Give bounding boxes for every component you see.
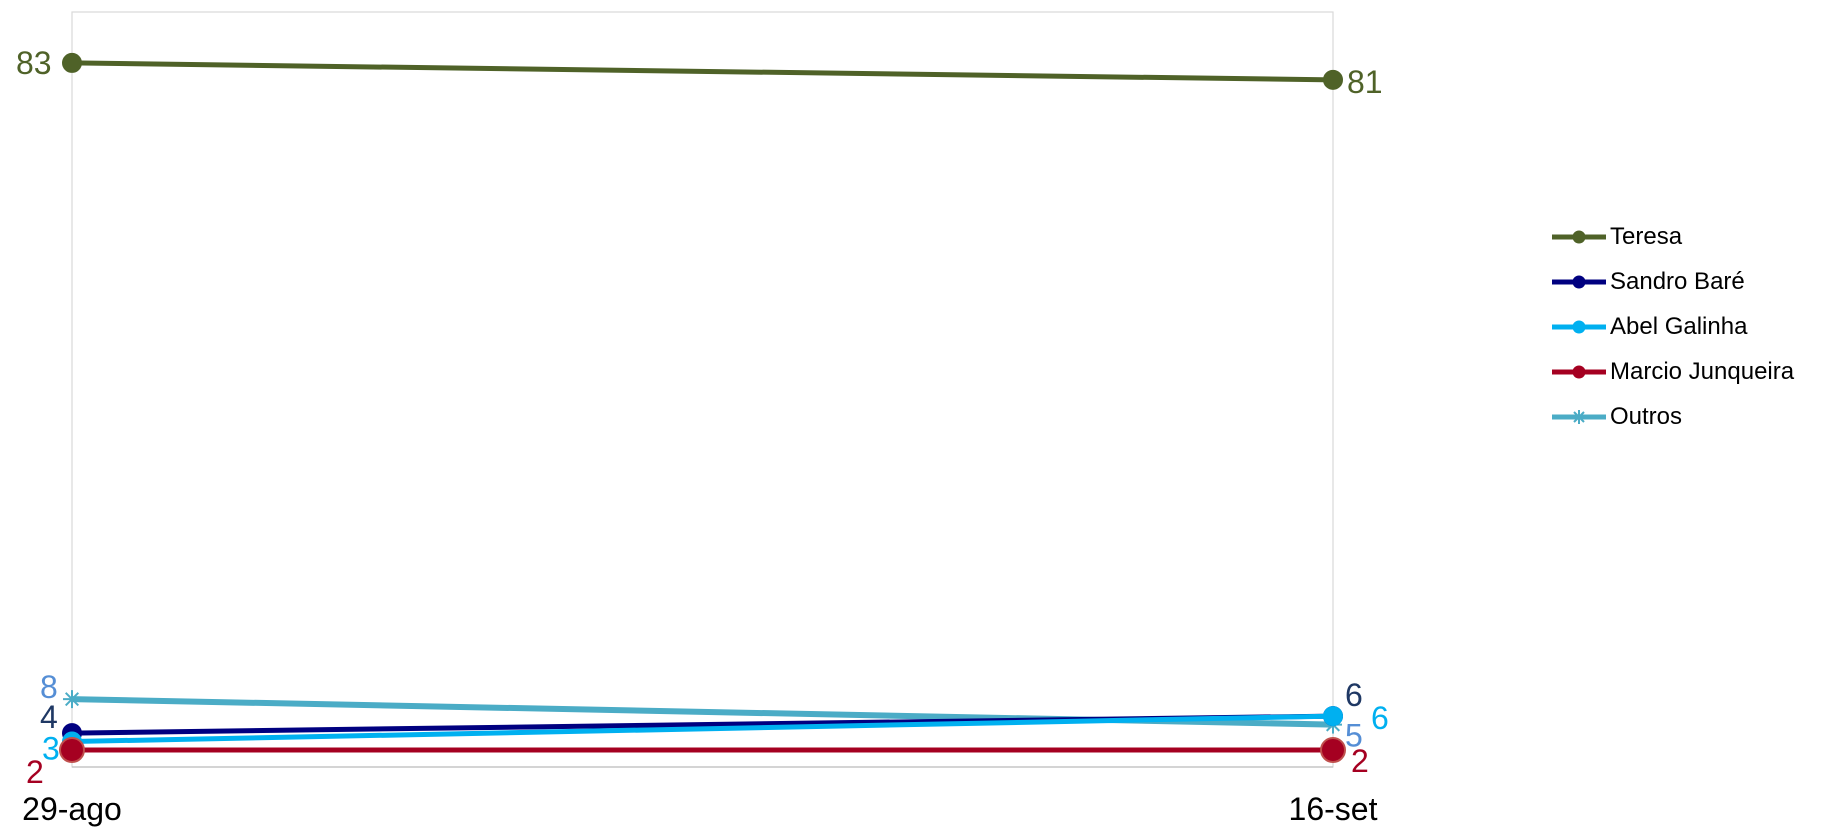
data-label: 6 xyxy=(1345,677,1363,713)
data-label: 81 xyxy=(1347,64,1383,100)
legend-label: Sandro Baré xyxy=(1610,267,1745,295)
plot-area xyxy=(71,11,1334,768)
legend-item: Sandro Baré xyxy=(1550,259,1794,304)
data-label: 4 xyxy=(40,699,58,735)
data-point xyxy=(1323,706,1343,727)
legend-label: Marcio Junqueira xyxy=(1610,357,1795,385)
legend-item: Marcio Junqueira xyxy=(1550,349,1794,394)
x-tick-label: 16-set xyxy=(1289,791,1378,827)
legend-label: Teresa xyxy=(1610,222,1683,250)
legend-label: Abel Galinha xyxy=(1610,312,1748,340)
data-point xyxy=(1320,737,1346,764)
series-layer xyxy=(59,52,1346,764)
data-label: 5 xyxy=(1345,718,1363,754)
data-point xyxy=(59,737,85,764)
legend-swatch-icon xyxy=(1552,230,1606,243)
data-label: 2 xyxy=(26,754,44,790)
data-label: 83 xyxy=(16,45,52,81)
legend-swatch-icon xyxy=(1552,320,1606,333)
data-point xyxy=(1323,69,1343,90)
series-marcio-junqueira xyxy=(59,737,1346,764)
data-label: 3 xyxy=(42,731,60,767)
x-axis-tick-labels: 29-ago 16-set xyxy=(22,791,1377,827)
x-tick-label: 29-ago xyxy=(22,791,122,827)
data-label: 8 xyxy=(40,669,58,705)
series-line xyxy=(71,60,1334,83)
data-label: 2 xyxy=(1351,743,1369,779)
legend-item: Teresa xyxy=(1550,214,1794,259)
legend-item: Abel Galinha xyxy=(1550,304,1794,349)
series-line xyxy=(71,713,1334,745)
data-point xyxy=(62,52,82,73)
data-point xyxy=(63,690,81,709)
series-teresa xyxy=(62,52,1343,90)
legend: Teresa Sandro Baré Abel Galinha Marcio Junq… xyxy=(1550,214,1794,439)
data-label: 6 xyxy=(1371,700,1389,736)
legend-label: Outros xyxy=(1610,402,1683,430)
legend-swatch-icon xyxy=(1552,409,1606,424)
plot-frame xyxy=(71,11,1334,768)
legend-swatch-icon xyxy=(1552,275,1606,288)
legend-item: Outros xyxy=(1550,394,1794,439)
legend-swatch-icon xyxy=(1552,365,1606,378)
